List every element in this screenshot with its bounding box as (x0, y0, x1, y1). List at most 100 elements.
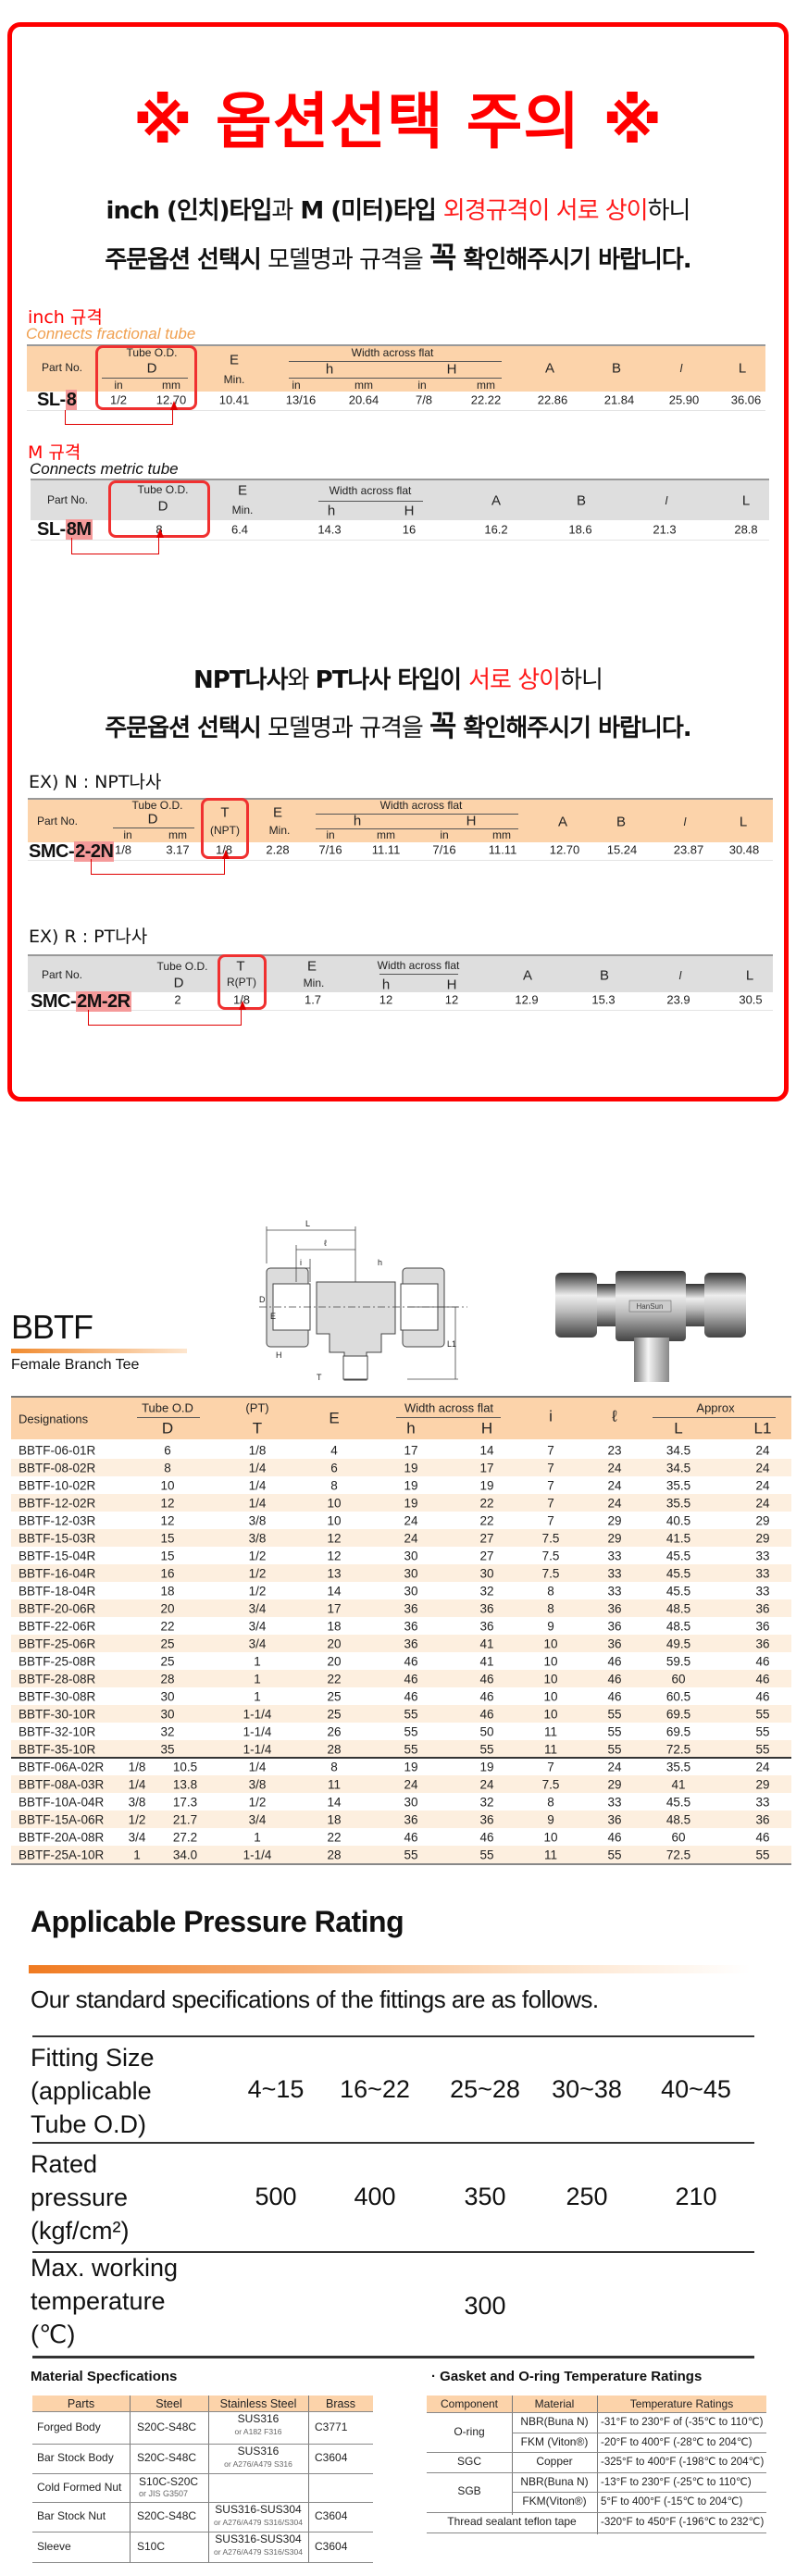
cell-value: 7 (547, 1759, 554, 1773)
table-row: BBTF-30-10R 30 1-1/4 25 55 46 10 55 69.5 55 (11, 1705, 791, 1723)
header-rule (318, 501, 423, 502)
cell-value: 12.70 (549, 842, 580, 857)
cell-value: 8 (330, 1477, 338, 1492)
table-header-band (32, 2396, 373, 2411)
part-number: SL-8 (37, 390, 78, 410)
text-segment: 모델명과 규격을 (260, 715, 430, 742)
cell-value: 28 (327, 1741, 342, 1756)
cell-value: 12.70 (155, 392, 187, 407)
cell-value: 34.5 (665, 1442, 691, 1457)
table-row: BBTF-25A-10R 1 34.0 1-1/4 28 55 55 11 55 72.5 55 (11, 1846, 791, 1863)
cell-value: 45.5 (665, 1565, 691, 1580)
stainless-alternative: or A182 F316 (234, 2427, 282, 2436)
row-divider (32, 2473, 373, 2474)
temperature-rating: -20°F to 400°F (-28℃ to 204℃) (601, 2436, 752, 2448)
fitting-size-value: 40~45 (661, 2075, 731, 2103)
cell-value: 48.5 (665, 1600, 691, 1615)
header-rule (653, 1417, 776, 1418)
table-rule (32, 2142, 754, 2144)
cell-value: 30 (404, 1794, 418, 1809)
cell-value: 4 (330, 1442, 338, 1457)
header-tube: Tube O.D. (156, 960, 208, 973)
column-header-i: i (549, 1407, 553, 1425)
cell-value: 30 (404, 1548, 418, 1562)
stainless-alternative: or A276/A479 S316/S304 (214, 2547, 303, 2557)
cell-value: 28.8 (734, 522, 758, 537)
product-name: Female Branch Tee (11, 1357, 140, 1373)
cell-value: 10 (543, 1688, 558, 1703)
designation-cell: BBTF-20-06R (19, 1600, 96, 1615)
table-row: BBTF-16-04R 16 1/2 13 30 30 7.5 33 45.5 33 (11, 1564, 791, 1582)
designation-cell: BBTF-25-06R (19, 1636, 96, 1650)
cell-value: 2.28 (266, 842, 290, 857)
cell-value: 55 (607, 1706, 622, 1721)
cell-value: 36 (404, 1600, 418, 1615)
table-row: BBTF-18-04R 18 1/2 14 30 32 8 33 45.5 33 (11, 1582, 791, 1599)
cell-value: 7 (547, 1512, 554, 1527)
cell-value: 30 (479, 1565, 494, 1580)
cell-value: 19 (404, 1460, 418, 1475)
cell-value: 36 (404, 1811, 418, 1826)
designation-cell: BBTF-35-10R (19, 1741, 96, 1756)
cell-value: 36 (607, 1636, 622, 1650)
cell-value: 6 (330, 1460, 338, 1475)
header-b: B (576, 492, 587, 509)
npt-line-2: 주문옵션 선택시 모델명과 규격을 꼭 확인해주시기 바랍니다. (0, 703, 796, 745)
cell-value: 24 (607, 1759, 622, 1773)
row-label: pressure (31, 2184, 129, 2211)
header-H: H (446, 361, 457, 378)
header-mm1: mm (162, 379, 180, 392)
cell-value: 59.5 (665, 1653, 691, 1668)
cell-value: 24 (755, 1477, 770, 1492)
text-segment: 주문옵션 선택시 (105, 715, 261, 742)
column-header-pt: (PT) (245, 1400, 269, 1415)
cell-value: 3.17 (166, 842, 190, 857)
text-segment: 과 (271, 197, 293, 225)
row-label: (kgf/cm²) (31, 2217, 130, 2245)
cell-value: 3/8 (248, 1512, 267, 1527)
table-row: BBTF-10-02R 10 1/4 8 19 19 7 24 35.5 24 (11, 1476, 791, 1494)
text-segment: NPT나사 (193, 666, 288, 694)
dim-L-label: L (305, 1219, 310, 1228)
arrow-connector (71, 529, 164, 554)
cell-value: 18 (327, 1618, 342, 1633)
cell-value: 20.64 (348, 392, 379, 407)
fitting-size-value: 25~28 (450, 2075, 520, 2103)
column-header-t: T (252, 1419, 263, 1437)
component-name: O-ring (454, 2424, 485, 2438)
cell-value: 45.5 (665, 1794, 691, 1809)
cell-value: 36 (479, 1600, 494, 1615)
cell-value: 27 (479, 1548, 494, 1562)
header-H: H (466, 813, 477, 829)
material-name: NBR(Buna N) (520, 2415, 589, 2428)
dim-T-label: T (317, 1373, 322, 1382)
cell-value: 3/8 (248, 1776, 267, 1791)
arrow-connector (91, 850, 230, 875)
row-label: Fitting Size (31, 2044, 155, 2072)
part-prefix: SL- (37, 390, 66, 410)
part-name: Sleeve (37, 2539, 71, 2553)
row-label: Max. working (31, 2254, 179, 2282)
table-row: BBTF-15-04R 15 1/2 12 30 27 7.5 33 45.5 33 (11, 1547, 791, 1564)
cell-value: 7/16 (432, 842, 456, 857)
header-in1: in (114, 379, 123, 392)
cell-value: 36 (404, 1618, 418, 1633)
table-row: BBTF-12-02R 12 1/4 10 19 22 7 24 35.5 24 (11, 1494, 791, 1512)
designation-cell: BBTF-30-08R (19, 1688, 96, 1703)
cell-value: 36.06 (730, 392, 762, 407)
cell-value: 46 (607, 1653, 622, 1668)
header-waf: Width across flat (377, 959, 460, 972)
table-row: BBTF-32-10R 32 1-1/4 26 55 50 11 55 69.5 55 (11, 1723, 791, 1740)
text-segment: 와 (287, 666, 316, 694)
part-prefix: SMC- (31, 991, 77, 1012)
cell-value: 3/4 (128, 1829, 146, 1844)
cell-value: 23.9 (666, 992, 690, 1007)
header-e: E (272, 804, 283, 821)
cell-value: 24 (607, 1460, 622, 1475)
cell-value: 12 (327, 1530, 342, 1545)
cell-value: 10 (327, 1495, 342, 1510)
cell-value: 35.5 (665, 1495, 691, 1510)
row-divider (27, 410, 765, 411)
cell-value: 41 (479, 1653, 494, 1668)
cell-value: 60 (671, 1829, 686, 1844)
